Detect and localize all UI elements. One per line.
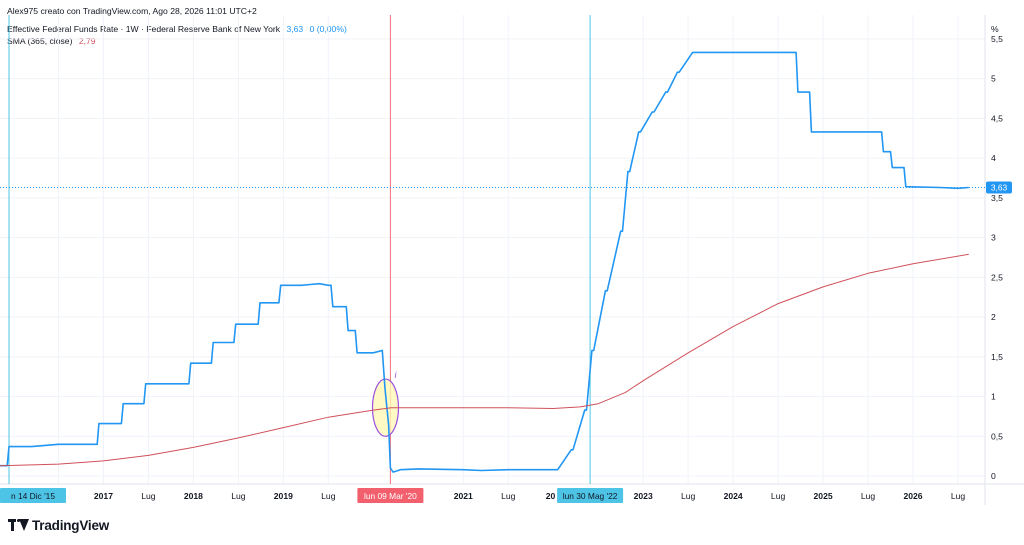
credit-line: Alex975 creato con TradingView.com, Ago … — [7, 6, 261, 16]
annotation-text: i — [395, 370, 398, 380]
x-tick-label-partial: 20 — [546, 491, 556, 501]
tradingview-logo[interactable]: TradingView — [8, 516, 109, 534]
y-tick-label: 2,5 — [991, 272, 1003, 282]
y-tick-label: 3,5 — [991, 193, 1003, 203]
legend-sma[interactable]: SMA (365, close) 2,79 — [7, 36, 100, 46]
series-line-sma — [0, 253, 969, 467]
x-tick-label: Lug — [771, 491, 786, 501]
date-marker-tag — [0, 488, 66, 503]
credit-text: Alex975 creato con TradingView.com, Ago … — [7, 6, 257, 16]
x-tick-label: Lug — [231, 491, 246, 501]
x-tick-label: 2026 — [903, 491, 922, 501]
x-tick-label: 2024 — [724, 491, 743, 501]
y-axis-ticks: 0 0,5 1 1,5 2 2,5 3 3,5 4 4,5 5 5,5 — [991, 34, 1003, 481]
x-tick-label: Lug — [681, 491, 696, 501]
date-marker-tag-label: n 14 Dic '15 — [11, 491, 55, 501]
x-tick-label: 2019 — [274, 491, 293, 501]
y-tick-label: 4,5 — [991, 113, 1003, 123]
series-lines — [0, 51, 969, 473]
x-tick-label: 2017 — [94, 491, 113, 501]
axis-tags: 3,63 n 14 Dic '15 lun 09 Mar '20 lun 30 Mag… — [0, 181, 1012, 503]
date-marker-tag — [357, 488, 424, 503]
y-tick-label: 1,5 — [991, 352, 1003, 362]
y-tick-label: 2 — [991, 312, 996, 322]
date-marker-tag — [557, 488, 624, 503]
x-tick-label: Lug — [861, 491, 876, 501]
y-tick-label: 5,5 — [991, 34, 1003, 44]
marker-lines — [8, 15, 591, 484]
y-tick-label: 3 — [991, 233, 996, 243]
y-tick-label: 0,5 — [991, 431, 1003, 441]
x-tick-label: Lug — [501, 491, 516, 501]
y-tick-label: 0 — [991, 471, 996, 481]
y-tick-label: 5 — [991, 74, 996, 84]
x-tick-label: Lug — [141, 491, 156, 501]
y-tick-label: 4 — [991, 153, 996, 163]
date-marker-tag-label: lun 30 Mag '22 — [563, 491, 618, 501]
sma-title: SMA (365, close) — [7, 36, 73, 46]
y-tick-label: 1 — [991, 392, 996, 402]
last-price-tag-label: 3,63 — [991, 182, 1008, 192]
sma-value: 2,79 — [78, 36, 96, 46]
x-tick-label: 2021 — [454, 491, 473, 501]
series-line-fedfunds — [0, 51, 969, 473]
annotation-drawing: i — [371, 370, 400, 437]
tradingview-wordmark: TradingView — [32, 517, 110, 533]
x-tick-label: Lug — [321, 491, 336, 501]
x-tick-label: Lug — [951, 491, 966, 501]
chart-grid — [0, 15, 985, 484]
y-unit-label: % — [991, 24, 999, 34]
x-tick-label: 2023 — [634, 491, 653, 501]
series-value: 3,63 — [286, 24, 304, 34]
date-marker-tag-label: lun 09 Mar '20 — [364, 491, 417, 501]
series-title: Effective Federal Funds Rate · 1W · Fede… — [7, 24, 281, 34]
x-axis-ticks: Lug 2017 Lug 2018 Lug 2019 Lug 2021 Lug 2023 Lug 20… — [51, 491, 965, 501]
tradingview-logo-icon — [8, 519, 29, 531]
x-tick-label: 2018 — [184, 491, 203, 501]
last-price-tag — [986, 181, 1012, 194]
x-tick-label: 2025 — [814, 491, 833, 501]
